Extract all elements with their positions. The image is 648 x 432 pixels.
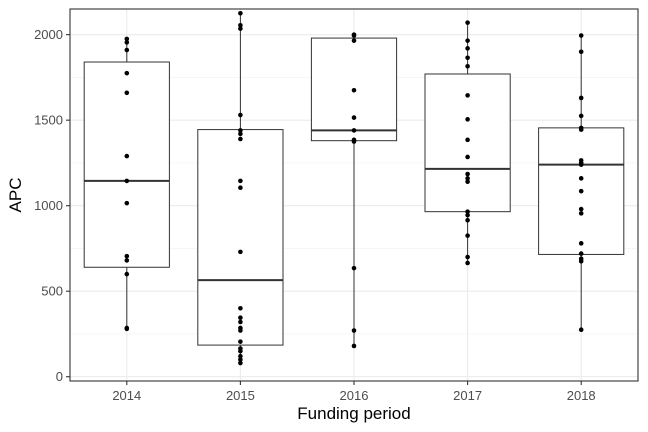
x-tick-label: 2018 — [567, 388, 596, 403]
data-point — [124, 90, 130, 96]
data-point — [465, 20, 470, 25]
data-point — [238, 185, 243, 191]
data-point — [578, 176, 584, 181]
data-point — [465, 254, 470, 260]
x-tick-label: 2017 — [453, 388, 482, 403]
data-point — [351, 115, 357, 120]
data-point — [578, 258, 584, 264]
data-point — [238, 131, 243, 137]
boxes — [83, 13, 625, 364]
data-point — [238, 306, 243, 311]
data-point — [238, 136, 243, 142]
data-point — [351, 343, 357, 349]
data-point — [465, 171, 470, 177]
data-point — [238, 178, 243, 184]
data-point — [465, 117, 470, 122]
data-point — [351, 38, 357, 43]
data-point — [351, 87, 357, 93]
data-point — [465, 212, 470, 218]
data-point — [124, 253, 130, 259]
data-point — [465, 55, 470, 61]
data-point — [238, 339, 243, 344]
y-tick-label: 0 — [56, 369, 63, 384]
axes: 0 500 1000 1500 2000 2014 2015 2016 2017 2018 — [34, 27, 596, 403]
data-point — [465, 209, 470, 214]
y-tick-label: 500 — [41, 284, 63, 299]
data-point — [124, 258, 130, 263]
x-tick-label: 2015 — [226, 388, 255, 403]
y-tick-label: 1500 — [34, 113, 63, 128]
data-point — [124, 36, 130, 42]
data-point — [351, 139, 357, 144]
data-point — [238, 315, 243, 321]
data-point — [238, 319, 243, 325]
data-point — [465, 260, 470, 266]
x-axis-title: Funding period — [297, 404, 410, 423]
data-point — [238, 22, 243, 28]
data-point — [351, 328, 357, 333]
data-point — [238, 128, 243, 133]
x-tick-label: 2016 — [340, 388, 369, 403]
data-point — [124, 326, 130, 332]
data-point — [465, 46, 470, 51]
y-tick-label: 2000 — [34, 27, 63, 42]
data-point — [578, 113, 584, 119]
data-point — [124, 40, 130, 45]
data-point — [578, 127, 584, 132]
data-point — [578, 162, 584, 167]
box-2015 — [197, 129, 284, 346]
data-point — [578, 206, 584, 212]
data-point — [124, 153, 130, 159]
data-points — [124, 10, 584, 366]
data-point — [465, 38, 470, 43]
box-2014 — [83, 61, 170, 268]
x-tick-label: 2014 — [112, 388, 141, 403]
data-point — [238, 249, 243, 255]
data-point — [238, 328, 243, 333]
data-point — [465, 179, 470, 185]
data-point — [465, 217, 470, 223]
data-point — [465, 137, 470, 143]
data-point — [465, 233, 470, 238]
data-point — [351, 128, 357, 133]
data-point — [578, 251, 584, 256]
data-point — [351, 265, 357, 271]
data-point — [238, 353, 243, 359]
data-point — [465, 154, 470, 160]
data-point — [238, 348, 243, 354]
y-axis-title: APC — [6, 178, 25, 213]
y-tick-label: 1000 — [34, 198, 63, 213]
data-point — [238, 360, 243, 366]
data-point — [124, 271, 130, 277]
data-point — [124, 47, 130, 53]
data-point — [238, 112, 243, 118]
data-point — [578, 33, 584, 38]
data-point — [465, 63, 470, 69]
data-point — [578, 188, 584, 194]
data-point — [238, 26, 243, 31]
data-point — [578, 327, 584, 332]
data-point — [465, 93, 470, 98]
data-point — [238, 357, 243, 362]
data-point — [124, 70, 130, 76]
data-point — [351, 33, 357, 38]
data-point — [578, 241, 584, 246]
data-point — [578, 211, 584, 216]
data-point — [578, 49, 584, 55]
data-point — [124, 200, 130, 206]
data-point — [124, 178, 130, 184]
data-point — [465, 176, 470, 181]
data-point — [238, 10, 243, 16]
data-point — [578, 95, 584, 101]
